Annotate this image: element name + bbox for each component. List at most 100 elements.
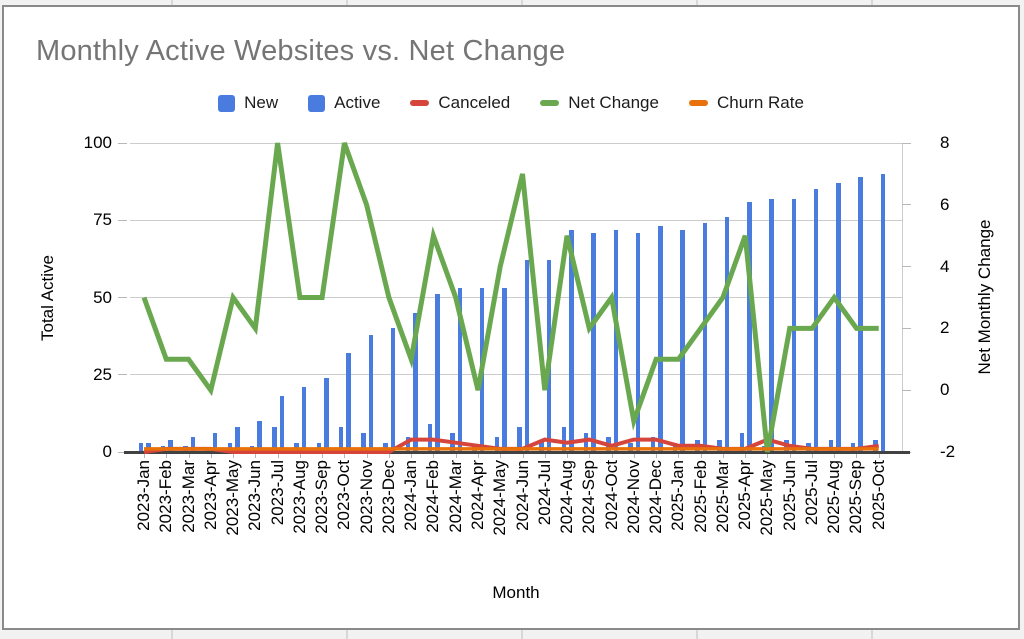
x-axis-tick	[656, 454, 658, 458]
bar-active	[613, 229, 619, 452]
gridline	[130, 374, 902, 376]
bar-active	[235, 427, 240, 452]
x-axis-tick	[166, 454, 168, 458]
bar-active	[680, 229, 685, 452]
left-axis-tick	[118, 142, 127, 144]
gridline	[130, 297, 902, 298]
x-axis-tick-label: 2025-May	[757, 460, 777, 536]
x-axis-tick	[411, 454, 413, 458]
x-axis-tick	[522, 454, 524, 458]
x-axis-tick	[567, 454, 569, 458]
x-axis-tick	[834, 454, 836, 458]
left-axis-tick-label: 75	[93, 210, 112, 230]
bar-new	[405, 436, 411, 452]
x-axis-tick-label: 2024-Apr	[467, 460, 487, 530]
bar-active	[724, 217, 730, 452]
right-axis-tick-label: 2	[940, 318, 950, 338]
right-axis-tick-label: 8	[940, 133, 950, 152]
left-axis-tick	[118, 219, 127, 221]
x-axis-tick-label: 2024-Mar	[445, 460, 465, 533]
x-axis-tick	[589, 454, 591, 458]
x-axis-tick-label: 2024-Nov	[623, 460, 643, 534]
bar-new	[272, 427, 277, 452]
left-axis-tick-label: 25	[93, 364, 112, 384]
bar-active	[813, 189, 819, 452]
bar-active	[301, 387, 307, 452]
x-axis-tick-label: 2024-Feb	[423, 460, 443, 533]
x-axis-tick	[344, 454, 346, 458]
right-axis-tick	[902, 204, 911, 206]
gridline	[130, 142, 902, 144]
legend-label: Canceled	[438, 93, 511, 112]
x-axis-tick-label: 2023-Oct	[334, 460, 354, 530]
right-axis-tick	[902, 327, 911, 329]
x-axis-title: Month	[492, 583, 540, 602]
left-axis-tick	[118, 374, 127, 376]
x-axis-tick	[255, 454, 257, 458]
bar-active	[368, 334, 374, 452]
bar-active	[702, 223, 708, 452]
bar-active	[457, 288, 463, 452]
bar-new	[561, 427, 567, 452]
bar-new	[138, 442, 143, 452]
x-axis-tick-label: 2024-Oct	[601, 460, 621, 530]
bar-active	[858, 176, 863, 452]
x-axis-tick-label: 2023-Dec	[378, 460, 398, 534]
bar-active	[836, 183, 841, 452]
x-axis-baseline	[124, 451, 910, 454]
x-axis-tick-label: 2025-Aug	[824, 460, 844, 534]
x-axis-tick-label: 2023-Nov	[356, 460, 376, 534]
x-axis-tick	[611, 454, 613, 458]
left-axis-tick-label: 100	[83, 133, 112, 152]
legend-item-active: Active	[308, 93, 380, 113]
x-axis-tick	[188, 454, 190, 458]
bar-new	[583, 433, 589, 452]
right-axis-tick-label: 4	[940, 256, 950, 276]
chart-card[interactable]: Monthly Active Websites vs. Net Change N…	[2, 5, 1020, 630]
bar-active	[435, 294, 440, 452]
x-axis-tick-label: 2025-Jan	[668, 460, 688, 531]
x-axis-tick	[433, 454, 435, 458]
x-axis-tick	[366, 454, 368, 458]
right-axis-title: Net Monthly Change	[975, 219, 994, 375]
x-axis-tick-label: 2023-Jul	[267, 460, 287, 526]
bar-active	[257, 421, 262, 452]
legend-label: New	[244, 93, 279, 112]
bar-active	[279, 396, 285, 452]
right-axis-tick	[902, 266, 911, 268]
bar-active	[190, 436, 196, 452]
legend-label: Net Change	[568, 93, 659, 112]
x-axis-tick	[544, 454, 546, 458]
x-axis-tick-label: 2024-Dec	[646, 460, 666, 534]
x-axis-tick-label: 2024-Jan	[401, 460, 421, 531]
x-axis-tick-label: 2023-Jun	[245, 460, 265, 531]
x-axis-tick-label: 2025-Sep	[846, 460, 866, 534]
x-axis-tick-label: 2024-May	[490, 460, 510, 536]
legend-item-canceled: Canceled	[410, 93, 510, 113]
chart-legend: New Active Canceled Net Change Churn Rate	[4, 93, 1018, 113]
bar-active	[502, 288, 507, 452]
bar-new	[739, 433, 745, 452]
x-axis-tick-label: 2024-Jun	[512, 460, 532, 531]
right-axis-tick-label: 6	[940, 194, 950, 214]
bar-active	[747, 201, 752, 452]
chart-title: Monthly Active Websites vs. Net Change	[36, 35, 566, 67]
x-axis-tick	[678, 454, 680, 458]
right-axis-tick	[902, 142, 911, 144]
left-axis-title: Total Active	[38, 255, 57, 341]
bar-active	[346, 353, 351, 452]
plot-right-border	[902, 143, 903, 452]
legend-swatch-icon	[410, 100, 430, 106]
x-axis-tick-label: 2023-Apr	[200, 460, 220, 530]
legend-item-churn-rate: Churn Rate	[688, 93, 804, 113]
x-axis-tick	[388, 454, 390, 458]
legend-label: Active	[334, 93, 381, 112]
legend-swatch-icon	[218, 94, 236, 112]
x-axis-tick	[811, 454, 813, 458]
bar-active	[390, 328, 396, 452]
left-axis-tick	[118, 451, 127, 453]
x-axis-tick-label: 2023-Aug	[289, 460, 309, 534]
x-axis-tick	[745, 454, 747, 458]
x-axis-tick	[277, 454, 279, 458]
x-axis-tick-label: 2025-Mar	[712, 460, 732, 533]
